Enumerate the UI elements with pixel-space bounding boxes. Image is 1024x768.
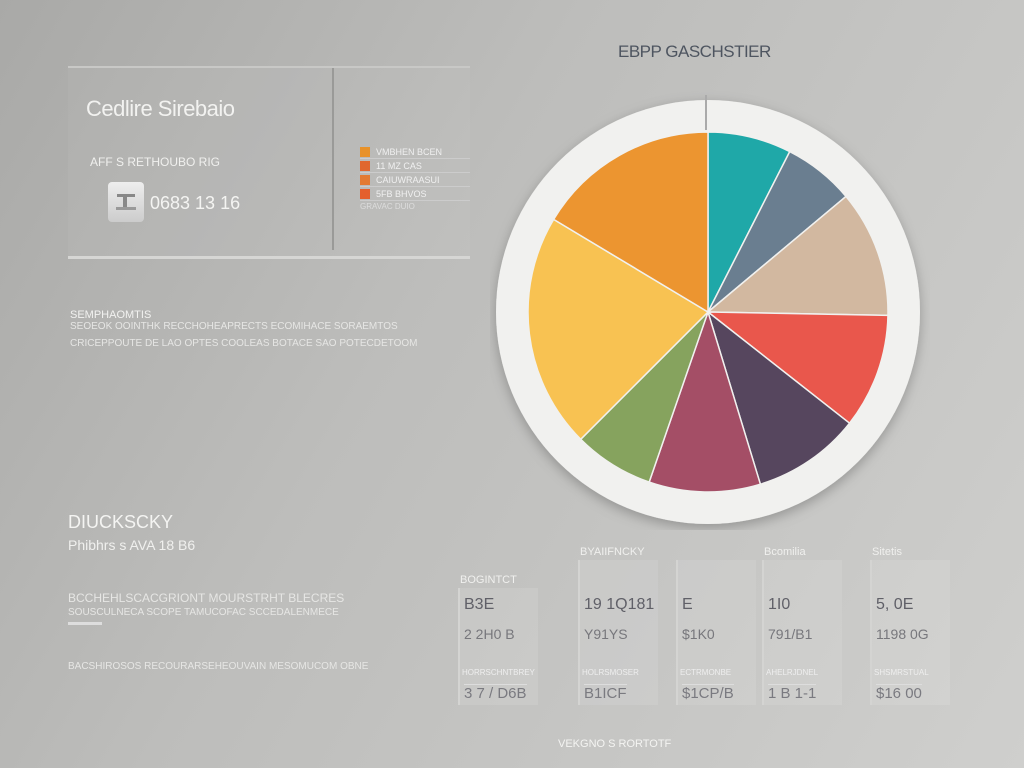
stat-card: BYAIIFNCKY 19 1Q181 Y91YS HOLRSMOSER B1I… — [578, 546, 658, 705]
section-line: BACSHIROSOS RECOURARSEHEOUVAIN MESOMUCOM… — [68, 661, 369, 672]
section-line: CRICEPPOUTE DE LAO OPTES COOLEAS BOTACE … — [70, 338, 418, 349]
section-summary: DIUCKSCKY Phibhrs s AVA 18 B6 BCCHEHLSCA… — [68, 512, 368, 672]
stat-value: 19 1Q181 — [584, 596, 655, 613]
section-subheading: Phibhrs s AVA 18 B6 — [68, 537, 196, 553]
pie-slice-8 — [552, 131, 709, 314]
stat-label: ECTRMONBE — [680, 668, 732, 677]
card-title: Cedlire Sirebaio — [86, 96, 235, 121]
stat-heading: BYAIIFNCKY — [580, 546, 645, 558]
legend-label: 5FB BHVOS — [376, 189, 427, 199]
stat-secondary-value: Y91YS — [584, 626, 628, 642]
stat-value: 1I0 — [768, 596, 791, 613]
document-icon — [108, 182, 144, 222]
stat-label: HOLRSMOSER — [582, 668, 639, 677]
summary-card — [68, 66, 470, 259]
stat-label: AHELRJDNEL — [766, 668, 819, 677]
stat-total: $16 00 — [876, 684, 922, 702]
stat-heading: Bcomilia — [764, 546, 806, 558]
footer-text: VEKGNO S RORTOTF — [558, 738, 672, 750]
pie-slice-4 — [706, 309, 851, 486]
stat-total: B1ICF — [584, 684, 627, 702]
stat-card: BOGINTCT B3E 2 2H0 B HORRSCHNTBREY 3 7 /… — [458, 574, 538, 705]
stat-secondary-value: 1198 0G — [876, 626, 929, 642]
stat-card: E $1K0 ECTRMONBE $1CP/B — [676, 560, 756, 705]
pie-slice-3 — [705, 311, 889, 425]
pie-slice-2 — [705, 195, 889, 317]
legend-item: 11 MZ CAS — [360, 160, 470, 173]
stat-heading: Sitetis — [872, 546, 902, 558]
legend-item: 5FB BHVOS — [360, 188, 470, 201]
section-line: BCCHEHLSCACGRIONT MOURSTRHT BLECRES — [68, 591, 345, 605]
stat-total: 3 7 / D6B — [464, 684, 527, 702]
pie-chart — [496, 95, 920, 524]
legend-label: 11 MZ CAS — [376, 161, 422, 171]
stat-value: 5, 0E — [876, 596, 914, 613]
stat-secondary-value: $1K0 — [682, 626, 715, 642]
card-subtitle: AFF S RETHOUBO RIG — [90, 155, 221, 169]
stat-label: HORRSCHNTBREY — [462, 668, 535, 677]
stat-total: 1 B 1-1 — [768, 684, 817, 702]
legend-swatch — [360, 147, 370, 157]
legend-swatch — [360, 189, 370, 199]
stat-card: Bcomilia 1I0 791/B1 AHELRJDNEL 1 B 1-1 — [762, 546, 842, 705]
section-line: SOUSCULNECA SCOPE TAMUCOFAC SCCEDALENMEC… — [68, 607, 339, 618]
legend: VMBHEN BCEN 11 MZ CAS CAIUWRAASUI 5FB BHVOS… — [360, 146, 470, 211]
stat-value: E — [682, 596, 693, 613]
legend-swatch — [360, 175, 370, 185]
stat-secondary-value: 791/B1 — [768, 626, 813, 642]
legend-label: VMBHEN BCEN — [376, 147, 443, 157]
stat-card: Sitetis 5, 0E 1198 0G SHSMRSTUAL $16 00 — [870, 546, 950, 705]
legend-item: VMBHEN BCEN — [360, 146, 470, 159]
stat-label: SHSMRSTUAL — [874, 668, 929, 677]
section-heading: DIUCKSCKY — [68, 512, 174, 532]
section-line: SEOEOK OOINTHK RECCHOHEAPRECTS ECOMIHACE… — [70, 321, 398, 332]
stat-total: $1CP/B — [682, 684, 734, 702]
section-heading: SEMPHAOMTIS — [70, 309, 152, 321]
legend-item: CAIUWRAASUI — [360, 174, 470, 187]
pie-slice-7 — [527, 218, 710, 441]
stat-secondary-value: 2 2H0 B — [464, 626, 515, 642]
card-divider — [332, 68, 334, 250]
chart-title: EBPP GASCHSTIER — [618, 42, 771, 61]
legend-footer: GRAVAC DUIO — [360, 202, 415, 211]
legend-label: CAIUWRAASUI — [376, 175, 440, 185]
pie-slice-5 — [648, 309, 762, 493]
section-details: SEMPHAOMTIS SEOEOK OOINTHK RECCHOHEAPREC… — [70, 309, 417, 349]
card-value: 0683 13 16 — [150, 193, 241, 213]
stat-value: B3E — [464, 596, 495, 613]
divider — [68, 622, 102, 625]
legend-swatch — [360, 161, 370, 171]
stat-heading: BOGINTCT — [460, 574, 517, 586]
